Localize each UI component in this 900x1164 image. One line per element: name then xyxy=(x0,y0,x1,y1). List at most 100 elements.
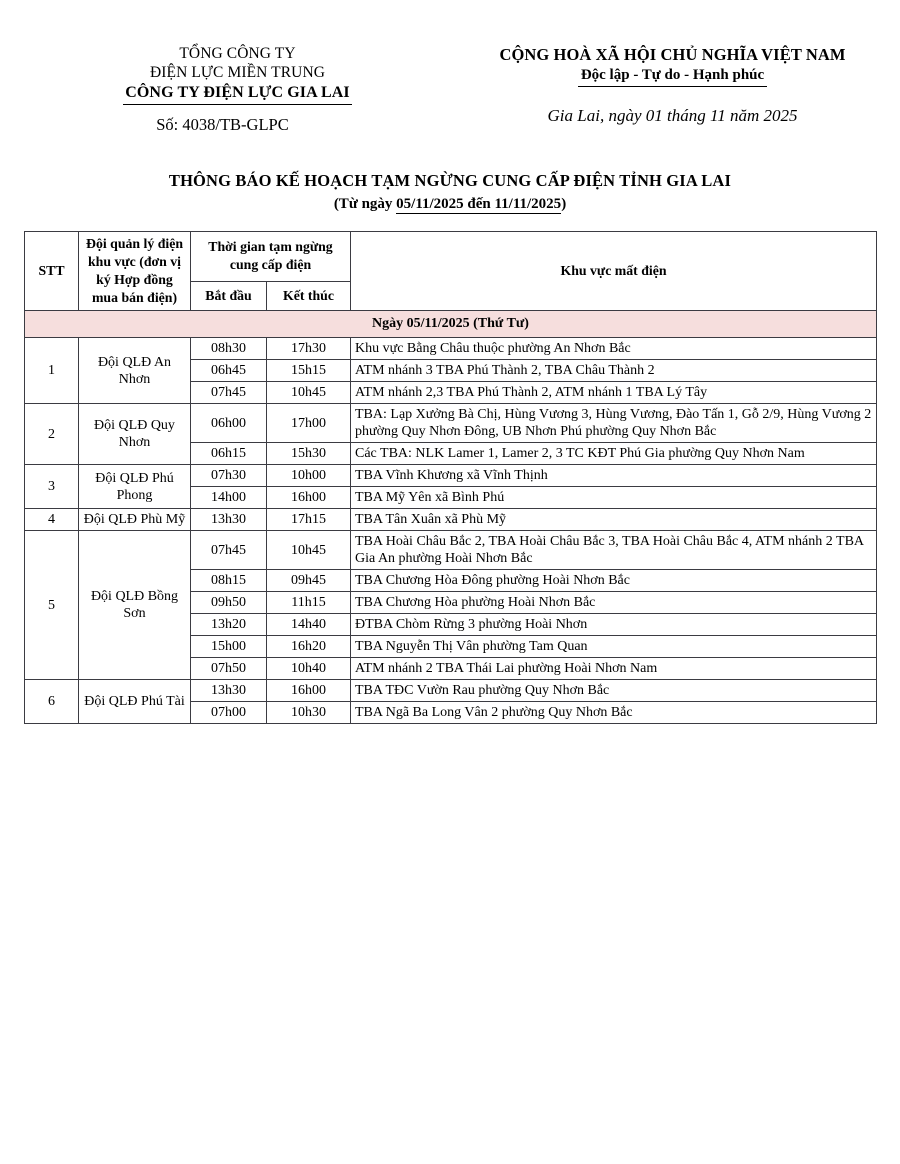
company-name: CÔNG TY ĐIỆN LỰC GIA LAI xyxy=(123,82,352,105)
cell-end-time: 15h30 xyxy=(266,442,351,465)
cell-start-time: 14h00 xyxy=(190,486,267,509)
cell-start-time: 07h30 xyxy=(190,464,267,487)
cell-team: Đội QLĐ Bồng Sơn xyxy=(78,530,191,680)
cell-team: Đội QLĐ Phù Mỹ xyxy=(78,508,191,531)
table-row: 3 Đội QLĐ Phú Phong 07h30 10h00 TBA Vĩnh Khư… xyxy=(24,464,877,509)
title-date-range-value: 05/11/2025 đến 11/11/2025 xyxy=(396,196,562,214)
table-row: 07h00 10h30 TBA Ngã Ba Long Vân 2 phường Q… xyxy=(25,701,877,724)
cell-start-time: 08h30 xyxy=(190,337,267,360)
cell-start-time: 13h30 xyxy=(190,679,267,702)
place-and-date: Gia Lai, ngày 01 tháng 11 năm 2025 xyxy=(547,106,798,125)
cell-area: TBA Mỹ Yên xã Bình Phú xyxy=(350,486,877,509)
table-row: 08h15 09h45 TBA Chương Hòa Đông phường Hoà… xyxy=(25,569,877,592)
column-header-start-time: Bắt đầu xyxy=(190,280,267,312)
cell-start-time: 13h20 xyxy=(190,613,267,636)
cell-end-time: 14h40 xyxy=(266,613,351,636)
title-date-range: (Từ ngày 05/11/2025 đến 11/11/2025) xyxy=(0,194,900,215)
cell-start-time: 07h50 xyxy=(190,657,267,680)
cell-end-time: 10h45 xyxy=(266,530,351,570)
cell-area: TBA Tân Xuân xã Phù Mỹ xyxy=(350,508,877,531)
document-title-block: THÔNG BÁO KẾ HOẠCH TẠM NGỪNG CUNG CẤP ĐI… xyxy=(0,170,900,215)
parent-corporation-name: TỔNG CÔNG TY xyxy=(179,45,296,62)
cell-end-time: 10h00 xyxy=(266,464,351,487)
cell-area: ATM nhánh 3 TBA Phú Thành 2, TBA Châu Th… xyxy=(350,359,877,382)
cell-stt: 2 xyxy=(24,403,79,465)
cell-area: TBA Hoài Châu Bắc 2, TBA Hoài Châu Bắc 3… xyxy=(350,530,877,570)
cell-end-time: 15h15 xyxy=(266,359,351,382)
cell-end-time: 17h00 xyxy=(266,403,351,443)
cell-end-time: 16h00 xyxy=(266,679,351,702)
cell-end-time: 10h45 xyxy=(266,381,351,404)
cell-end-time: 16h00 xyxy=(266,486,351,509)
date-banner-row: Ngày 05/11/2025 (Thứ Tư) xyxy=(24,310,877,338)
table-row: 5 Đội QLĐ Bồng Sơn 07h45 10h45 TBA Hoài Châu… xyxy=(24,530,877,680)
page-title: THÔNG BÁO KẾ HOẠCH TẠM NGỪNG CUNG CẤP ĐI… xyxy=(168,171,732,190)
document-number: Số: 4038/TB-GLPC xyxy=(156,115,289,134)
cell-area: TBA Nguyễn Thị Vân phường Tam Quan xyxy=(350,635,877,658)
cell-start-time: 07h45 xyxy=(190,530,267,570)
cell-stt: 5 xyxy=(24,530,79,680)
cell-area: Các TBA: NLK Lamer 1, Lamer 2, 3 TC KĐT … xyxy=(350,442,877,465)
table-body: Ngày 05/11/2025 (Thứ Tư) 1 Đội QLĐ An Nhơn… xyxy=(24,310,877,724)
cell-start-time: 06h00 xyxy=(190,403,267,443)
date-banner-label: Ngày 05/11/2025 (Thứ Tư) xyxy=(24,310,877,338)
cell-area: ĐTBA Chòm Rừng 3 phường Hoài Nhơn xyxy=(350,613,877,636)
column-header-end-time: Kết thúc xyxy=(266,280,351,312)
cell-start-time: 08h15 xyxy=(190,569,267,592)
cell-stt: 3 xyxy=(24,464,79,509)
column-header-team: Đội quản lý điện khu vực (đơn vị ký Hợp … xyxy=(78,231,191,311)
table-row: 6 Đội QLĐ Phú Tài 13h30 16h00 TBA TĐC Vườn R… xyxy=(24,679,877,724)
national-motto: Độc lập - Tự do - Hạnh phúc xyxy=(577,65,768,87)
cell-stt: 4 xyxy=(24,508,79,531)
table-row: 07h50 10h40 ATM nhánh 2 TBA Thái Lai phườn… xyxy=(25,657,877,680)
cell-area: Khu vực Bằng Châu thuộc phường An Nhơn B… xyxy=(350,337,877,360)
issuing-organization-block: TỔNG CÔNG TY ĐIỆN LỰC MIỀN TRUNG CÔNG TY… xyxy=(0,44,445,136)
column-header-time-group: Thời gian tạm ngừng cung cấp điện xyxy=(190,231,351,282)
cell-area: TBA TĐC Vườn Rau phường Quy Nhơn Bắc xyxy=(350,679,877,702)
cell-start-time: 06h15 xyxy=(190,442,267,465)
cell-team: Đội QLĐ An Nhơn xyxy=(78,337,191,404)
table-row: 2 Đội QLĐ Quy Nhơn 06h00 17h00 TBA: Lạp Xưởn… xyxy=(24,403,877,465)
country-name: CỘNG HOÀ XÃ HỘI CHỦ NGHĨA VIỆT NAM xyxy=(499,45,846,64)
cell-area: TBA Vĩnh Khương xã Vĩnh Thịnh xyxy=(350,464,877,487)
cell-team: Đội QLĐ Phú Tài xyxy=(78,679,191,724)
national-heading-block: CỘNG HOÀ XÃ HỘI CHỦ NGHĨA VIỆT NAM Độc l… xyxy=(445,44,900,136)
cell-start-time: 13h30 xyxy=(190,508,267,531)
table-header-row-1: STT Đội quản lý điện khu vực (đơn vị ký … xyxy=(24,231,877,311)
column-header-stt: STT xyxy=(24,231,79,311)
column-header-area: Khu vực mất điện xyxy=(350,231,877,311)
cell-area: ATM nhánh 2 TBA Thái Lai phường Hoài Nhơ… xyxy=(350,657,877,680)
cell-team: Đội QLĐ Quy Nhơn xyxy=(78,403,191,465)
cell-stt: 6 xyxy=(24,679,79,724)
table-row: 1 Đội QLĐ An Nhơn 08h30 17h30 Khu vực Bằng C… xyxy=(24,337,877,404)
cell-end-time: 17h15 xyxy=(266,508,351,531)
table-head: STT Đội quản lý điện khu vực (đơn vị ký … xyxy=(24,231,877,312)
cell-start-time: 07h00 xyxy=(190,701,267,724)
cell-area: TBA: Lạp Xưởng Bà Chị, Hùng Vương 3, Hùn… xyxy=(350,403,877,443)
regional-power-corporation-name: ĐIỆN LỰC MIỀN TRUNG xyxy=(149,64,326,81)
cell-area: TBA Ngã Ba Long Vân 2 phường Quy Nhơn Bắ… xyxy=(350,701,877,724)
table-header-row-2: Bắt đầu Kết thúc xyxy=(25,280,877,312)
cell-area: TBA Chương Hòa Đông phường Hoài Nhơn Bắc xyxy=(350,569,877,592)
cell-team: Đội QLĐ Phú Phong xyxy=(78,464,191,509)
document-header: TỔNG CÔNG TY ĐIỆN LỰC MIỀN TRUNG CÔNG TY… xyxy=(0,0,900,136)
table-row: 06h15 15h30 Các TBA: NLK Lamer 1, Lamer 2,… xyxy=(25,442,877,465)
cell-stt: 1 xyxy=(24,337,79,404)
table-row: 07h45 10h45 ATM nhánh 2,3 TBA Phú Thành 2,… xyxy=(25,381,877,404)
table-row: 13h20 14h40 ĐTBA Chòm Rừng 3 phường Hoài N… xyxy=(25,613,877,636)
cell-start-time: 06h45 xyxy=(190,359,267,382)
title-date-range-prefix: (Từ ngày xyxy=(333,196,397,212)
table-row: 4 Đội QLĐ Phù Mỹ 13h30 17h15 TBA Tân Xuân xã… xyxy=(24,508,877,531)
title-date-range-suffix: ) xyxy=(561,196,567,212)
table-row: 15h00 16h20 TBA Nguyễn Thị Vân phường Tam … xyxy=(25,635,877,658)
cell-end-time: 10h30 xyxy=(266,701,351,724)
cell-end-time: 16h20 xyxy=(266,635,351,658)
cell-end-time: 11h15 xyxy=(266,591,351,614)
outage-schedule-table: STT Đội quản lý điện khu vực (đơn vị ký … xyxy=(24,231,877,724)
cell-start-time: 07h45 xyxy=(190,381,267,404)
cell-end-time: 09h45 xyxy=(266,569,351,592)
cell-start-time: 09h50 xyxy=(190,591,267,614)
cell-end-time: 17h30 xyxy=(266,337,351,360)
cell-start-time: 15h00 xyxy=(190,635,267,658)
